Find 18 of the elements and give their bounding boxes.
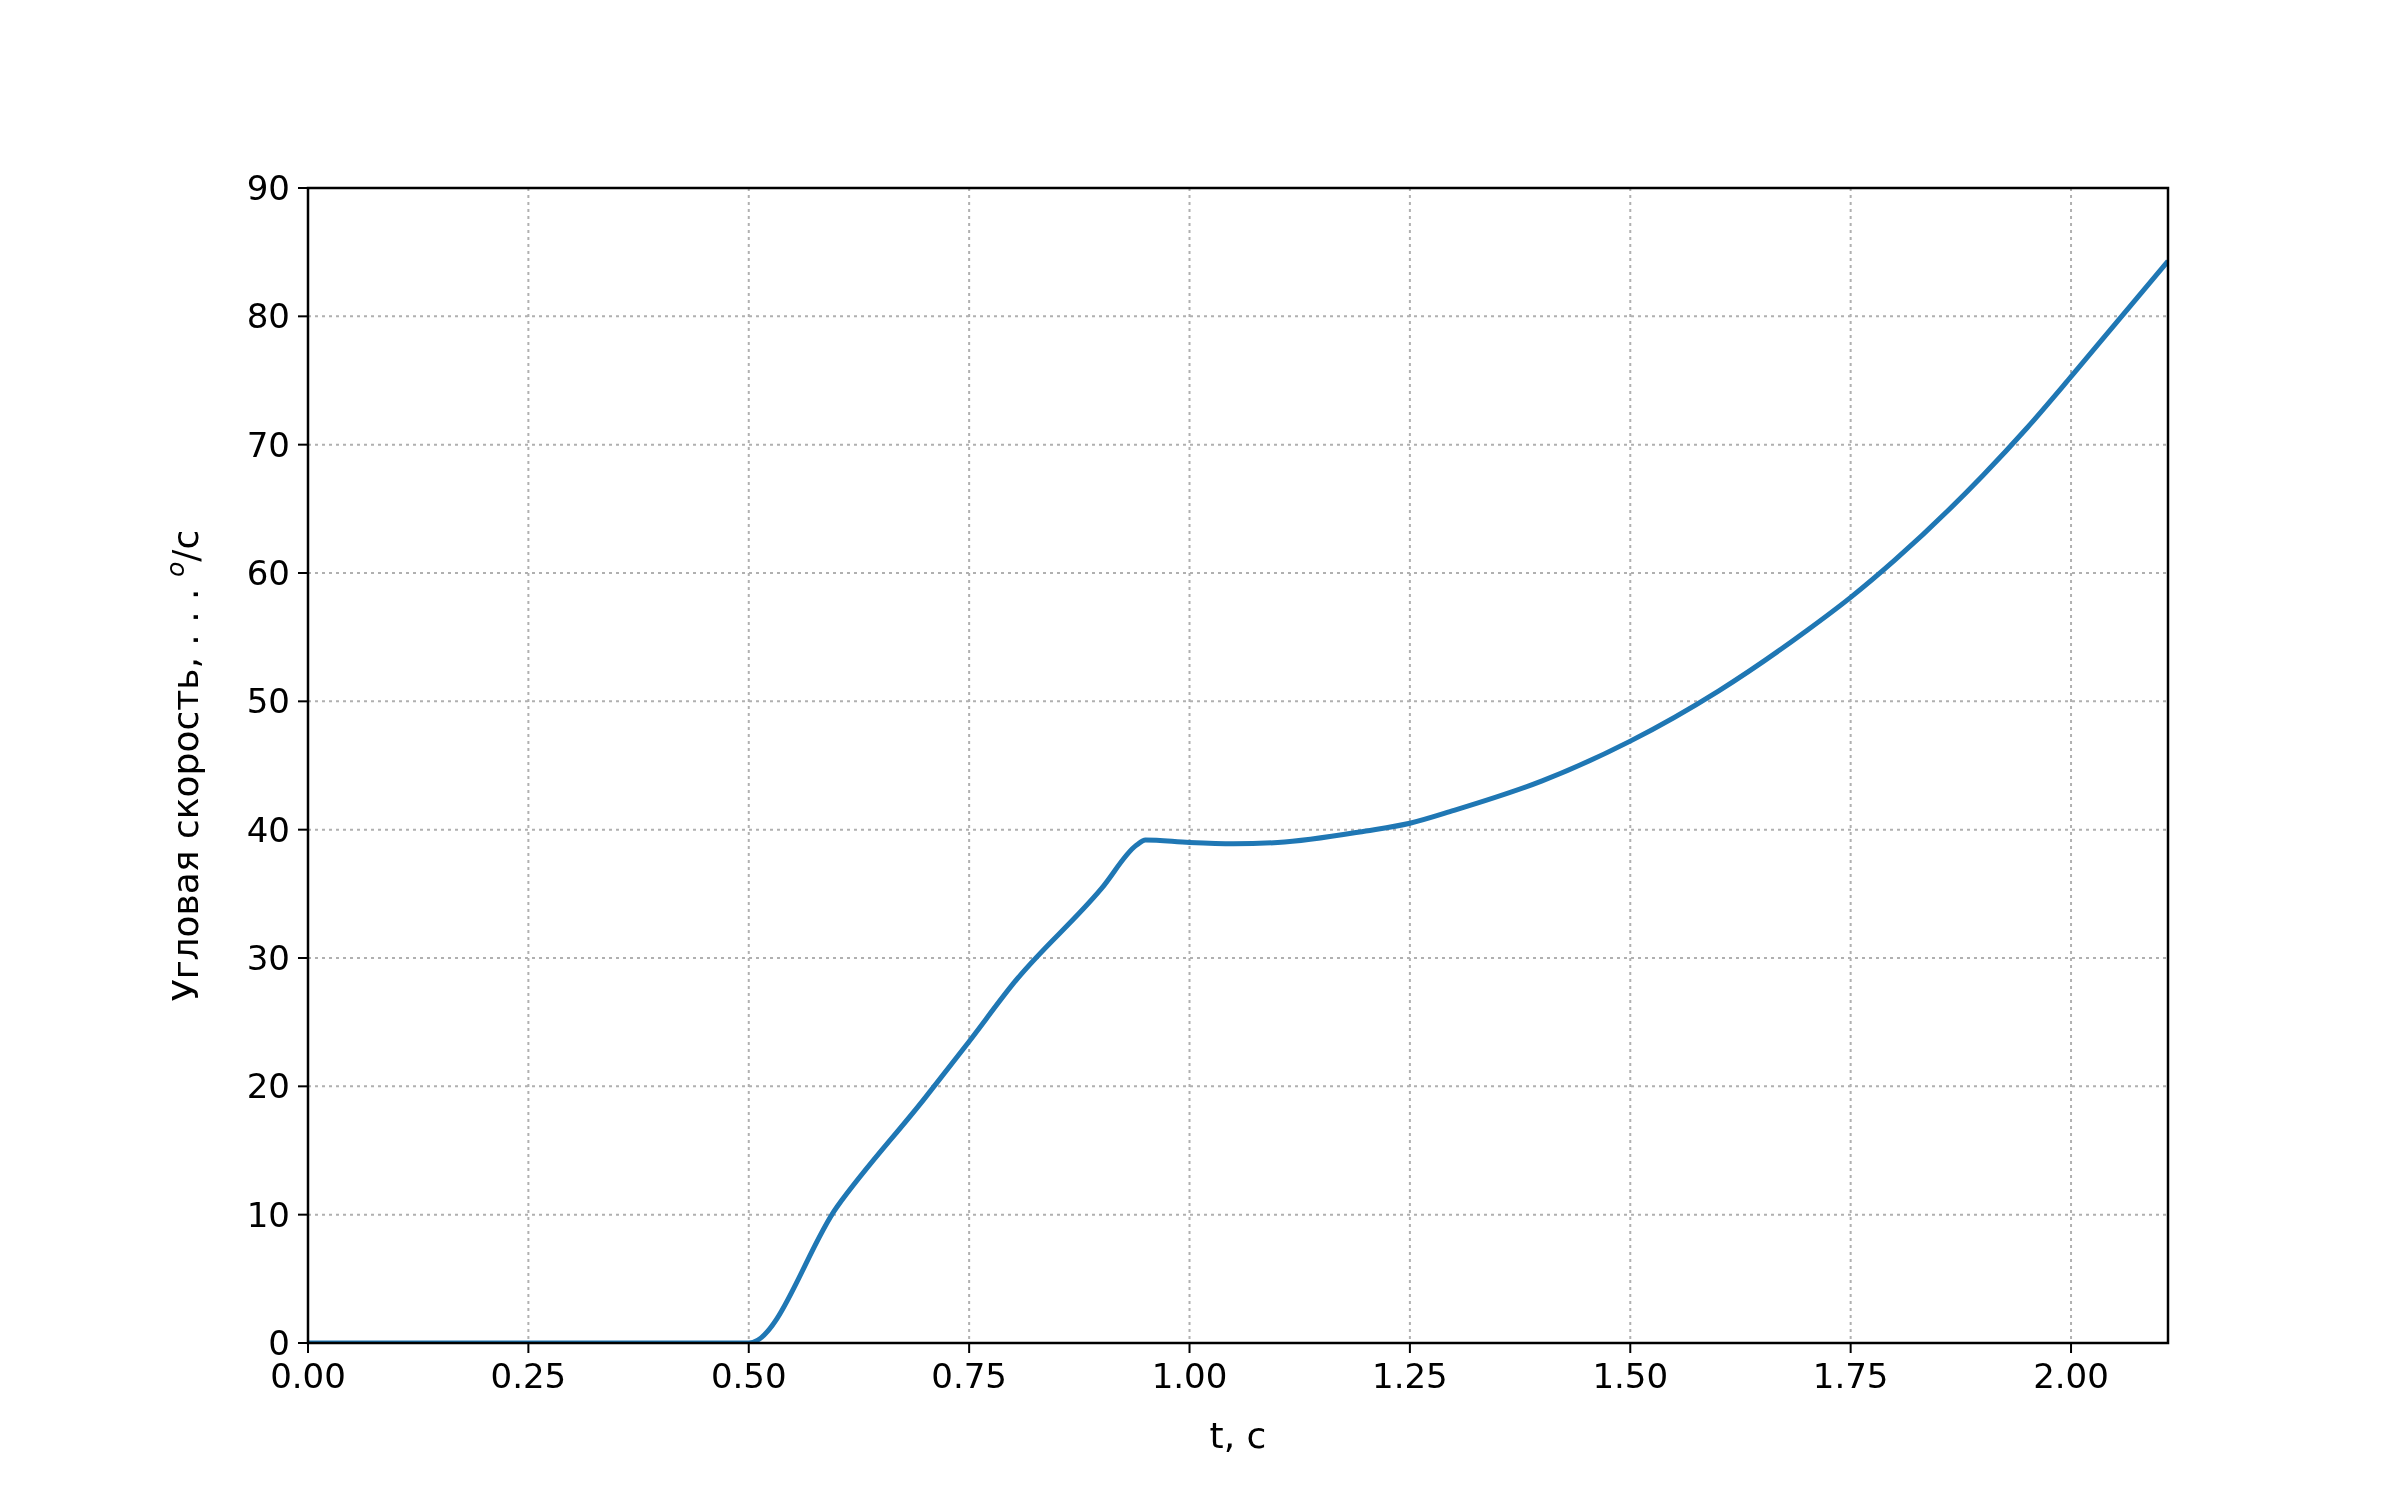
y-tick-label: 20 — [246, 1066, 290, 1107]
x-tick-label: 0.50 — [710, 1356, 787, 1396]
x-tick-label: 0.75 — [931, 1356, 1007, 1396]
x-tick-label: 1.25 — [1372, 1356, 1448, 1396]
y-tick-label: 90 — [246, 167, 290, 208]
y-tick-label: 60 — [246, 552, 290, 593]
y-tick-label: 40 — [246, 809, 290, 850]
x-tick-label: 1.75 — [1812, 1356, 1889, 1396]
y-tick-label: 30 — [246, 937, 290, 978]
x-axis-title: t, c — [1209, 1415, 1267, 1456]
x-tick-label: 1.00 — [1151, 1356, 1228, 1396]
y-tick-label: 10 — [246, 1194, 290, 1235]
y-tick-label: 80 — [246, 296, 290, 337]
x-tick-label: 2.00 — [2033, 1356, 2109, 1396]
y-tick-label: 50 — [246, 681, 290, 722]
x-tick-label: 0.25 — [490, 1356, 567, 1396]
x-tick-label: 1.50 — [1592, 1356, 1669, 1396]
y-tick-label: 70 — [246, 424, 290, 465]
